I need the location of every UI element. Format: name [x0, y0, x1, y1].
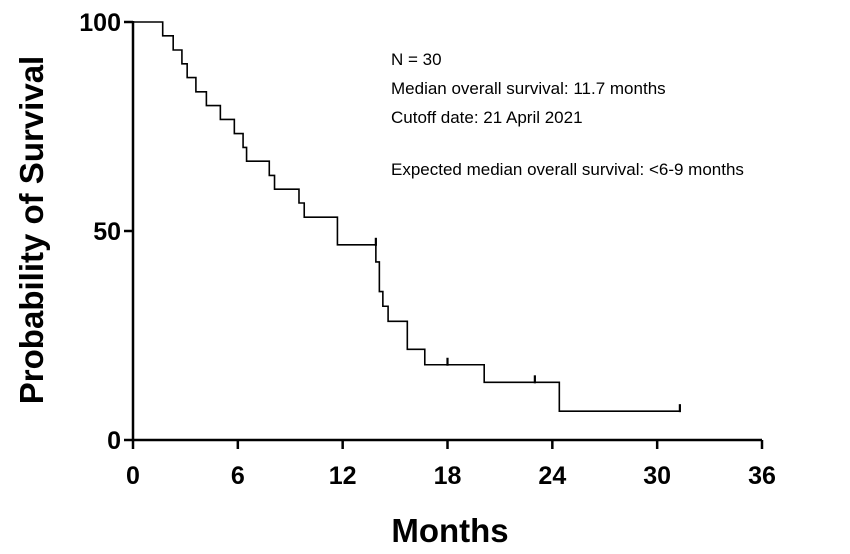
y-tick-label: 100 — [79, 9, 121, 37]
y-axis-title: Probability of Survival — [13, 56, 50, 404]
x-tick-label: 12 — [329, 462, 357, 490]
y-tick-label: 50 — [93, 218, 121, 246]
annotation-block: N = 30 Median overall survival: 11.7 mon… — [391, 50, 744, 179]
ticks: 0 6 12 18 24 30 36 0 50 100 — [79, 9, 776, 490]
x-axis-title: Months — [391, 512, 508, 549]
annotation-cutoff: Cutoff date: 21 April 2021 — [391, 108, 583, 127]
x-tick-label: 6 — [231, 462, 245, 490]
censor-marks — [374, 237, 681, 413]
x-tick-label: 36 — [748, 462, 776, 490]
x-tick-label: 30 — [643, 462, 671, 490]
annotation-median-os: Median overall survival: 11.7 months — [391, 79, 666, 98]
x-tick-label: 0 — [126, 462, 140, 490]
survival-step-line — [133, 21, 680, 412]
y-tick-label: 0 — [107, 427, 121, 455]
x-tick-label: 18 — [434, 462, 462, 490]
annotation-n: N = 30 — [391, 50, 442, 69]
annotation-expected-os: Expected median overall survival: <6-9 m… — [391, 160, 744, 179]
survival-curve — [133, 21, 680, 412]
x-tick-label: 24 — [538, 462, 566, 490]
